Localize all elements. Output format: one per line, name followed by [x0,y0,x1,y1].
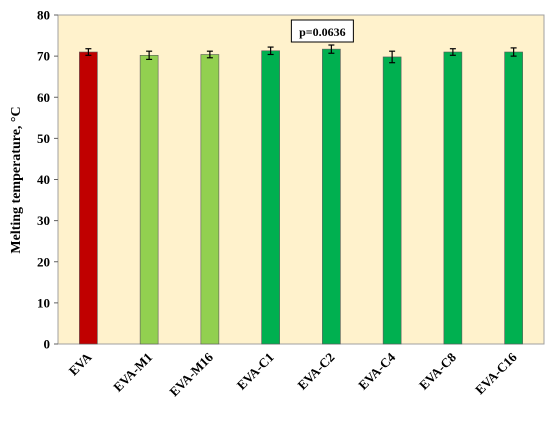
p-value-annotation: p=0.0636 [290,19,354,43]
y-tick-label: 30 [37,213,50,228]
y-tick-label: 10 [37,295,50,310]
y-tick-label: 50 [37,131,50,146]
bar [504,51,523,345]
y-axis: 0 10 20 30 40 50 60 70 80 [37,8,58,352]
annotation-text: p=0.0636 [299,25,346,39]
bar [79,51,98,345]
y-tick-label: 20 [37,254,50,269]
bar [382,56,402,345]
x-tick-label: EVA-C8 [416,349,459,392]
bar [200,54,220,345]
x-tick-label: EVA-C1 [234,350,277,393]
y-tick-label: 60 [37,90,50,105]
bar [261,50,280,345]
y-tick-label: 40 [37,172,50,187]
annotation-box [290,19,354,43]
bar [139,55,159,345]
bar-series [79,44,523,345]
x-tick-label: EVA-M16 [166,349,216,399]
y-axis-title: Melting temperature, °C [9,106,24,253]
x-axis: EVA EVA-M1 EVA-M16 EVA-C1 EVA-C2 EVA-C4 EVA-C8… [66,349,520,399]
bar [322,48,341,345]
y-tick-label: 0 [44,337,51,352]
x-tick-label: EVA-C4 [355,349,398,392]
bar [443,51,463,345]
x-tick-label: EVA-M1 [110,350,155,395]
x-tick-label: EVA-C16 [472,349,520,397]
y-tick-label: 80 [37,8,50,23]
plot-area [57,14,545,345]
x-tick-label: EVA [66,349,95,378]
y-tick-label: 70 [37,49,50,64]
x-tick-label: EVA-C2 [294,350,337,393]
